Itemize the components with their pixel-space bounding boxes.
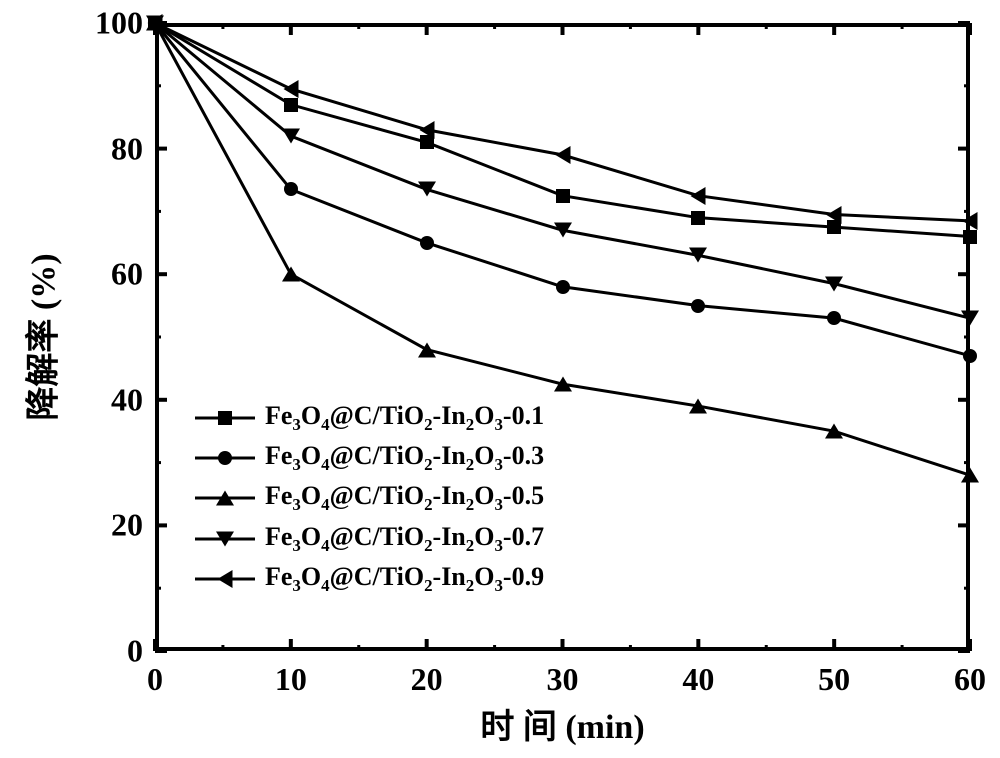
data-marker [689,399,707,414]
data-marker [556,280,570,294]
data-marker [148,14,163,32]
legend-entry: Fe3O4@C/TiO2-In2O3-0.1 [195,401,544,435]
legend-entry: Fe3O4@C/TiO2-In2O3-0.3 [195,441,544,475]
data-marker [282,129,300,144]
legend-marker [195,448,255,468]
x-tick-label: 0 [147,661,163,698]
legend-label: Fe3O4@C/TiO2-In2O3-0.3 [265,441,544,475]
legend-entry: Fe3O4@C/TiO2-In2O3-0.9 [195,562,544,596]
y-tick-label: 20 [111,507,143,544]
data-marker [689,248,707,263]
data-marker [554,377,572,392]
data-marker [961,468,979,483]
data-marker [691,187,706,205]
data-marker [825,424,843,439]
data-markers-layer [0,0,1000,758]
legend-entry: Fe3O4@C/TiO2-In2O3-0.7 [195,522,544,556]
data-marker [284,98,298,112]
data-marker [419,121,434,139]
legend-marker [195,488,255,508]
x-tick-label: 30 [547,661,579,698]
legend-label: Fe3O4@C/TiO2-In2O3-0.9 [265,562,544,596]
legend-label: Fe3O4@C/TiO2-In2O3-0.5 [265,481,544,515]
data-marker [555,146,570,164]
x-tick-label: 20 [411,661,443,698]
data-marker [554,223,572,238]
data-marker [691,211,705,225]
legend-marker [195,408,255,428]
data-marker [420,236,434,250]
data-marker [963,349,977,363]
legend-marker [195,529,255,549]
data-marker [691,299,705,313]
legend: Fe3O4@C/TiO2-In2O3-0.1 Fe3O4@C/TiO2-In2O3… [195,401,544,596]
x-tick-label: 60 [954,661,986,698]
y-tick-label: 0 [127,633,143,670]
data-marker [556,189,570,203]
data-marker [418,182,436,197]
data-marker [961,311,979,326]
y-tick-label: 60 [111,256,143,293]
y-tick-label: 100 [95,5,143,42]
data-marker [963,230,977,244]
legend-entry: Fe3O4@C/TiO2-In2O3-0.5 [195,481,544,515]
data-marker [963,212,978,230]
y-tick-label: 80 [111,130,143,167]
legend-marker [195,569,255,589]
data-marker [284,182,298,196]
data-marker [418,342,436,357]
legend-label: Fe3O4@C/TiO2-In2O3-0.7 [265,522,544,556]
x-tick-label: 40 [682,661,714,698]
legend-label: Fe3O4@C/TiO2-In2O3-0.1 [265,401,544,435]
data-marker [827,311,841,325]
y-tick-label: 40 [111,381,143,418]
data-marker [283,80,298,98]
x-tick-label: 10 [275,661,307,698]
data-marker [827,206,842,224]
data-marker [825,276,843,291]
x-tick-label: 50 [818,661,850,698]
data-marker [282,267,300,282]
